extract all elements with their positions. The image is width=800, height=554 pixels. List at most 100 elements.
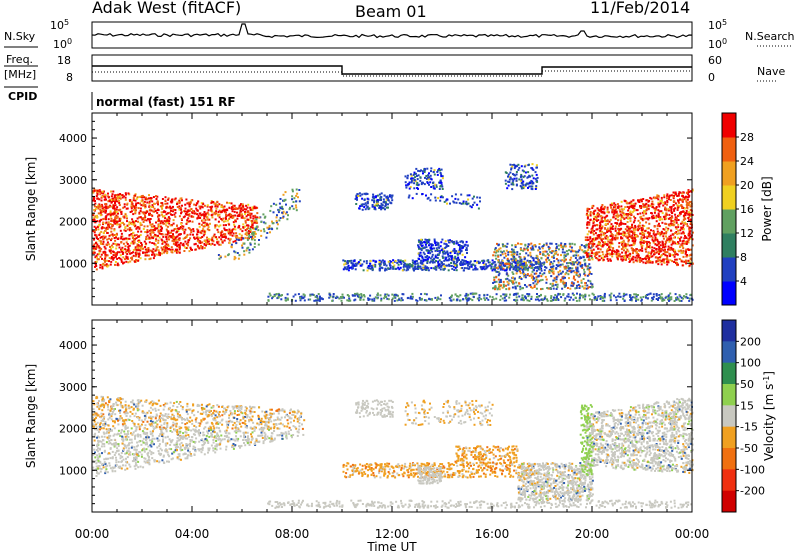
heatmap-cell: [670, 194, 673, 197]
heatmap-cell: [130, 207, 133, 210]
heatmap-cell: [632, 255, 635, 258]
heatmap-cell: [559, 278, 562, 281]
heatmap-cell: [217, 214, 220, 217]
heatmap-cell: [433, 173, 436, 176]
heatmap-cell: [659, 260, 662, 263]
heatmap-cell: [355, 196, 358, 199]
heatmap-cell: [613, 202, 616, 205]
heatmap-cell: [431, 258, 434, 261]
heatmap-cell: [545, 242, 548, 245]
heatmap-cell: [113, 234, 116, 236]
heatmap-cell: [522, 249, 525, 252]
heatmap-cell: [105, 205, 107, 208]
heatmap-cell: [505, 249, 508, 252]
heatmap-cell: [125, 248, 128, 251]
heatmap-cell: [631, 223, 634, 226]
heatmap-cell: [106, 232, 109, 234]
heatmap-cell: [179, 233, 182, 236]
heatmap-cell: [383, 200, 386, 203]
heatmap-cell: [535, 272, 538, 275]
heatmap-cell: [637, 227, 639, 230]
heatmap-cell: [647, 204, 650, 207]
heatmap-cell: [138, 241, 141, 243]
heatmap-cell: [546, 287, 549, 289]
heatmap-cell: [666, 263, 669, 266]
heatmap-cell: [223, 209, 226, 212]
heatmap-cell: [623, 249, 625, 252]
heatmap-cell: [575, 261, 578, 264]
heatmap-cell: [646, 237, 649, 239]
heatmap-cell: [98, 232, 101, 235]
heatmap-cell: [630, 244, 633, 247]
heatmap-cell: [641, 229, 643, 232]
heatmap-cell: [131, 237, 134, 240]
heatmap-cell: [425, 175, 428, 177]
heatmap-cell: [595, 237, 598, 240]
heatmap-cell: [363, 203, 365, 206]
heatmap-cell: [687, 213, 690, 216]
heatmap-cell: [522, 184, 525, 187]
heatmap-cell: [248, 234, 251, 237]
heatmap-cell: [486, 259, 489, 262]
heatmap-cell: [548, 259, 551, 262]
heatmap-cell: [669, 206, 672, 209]
heatmap-cell: [631, 258, 634, 261]
heatmap-cell: [209, 238, 212, 241]
heatmap-cell: [430, 170, 432, 173]
heatmap-cell: [650, 255, 653, 258]
heatmap-cell: [219, 243, 222, 246]
heatmap-cell: [433, 187, 436, 190]
heatmap-cell: [589, 219, 592, 222]
heatmap-cell: [423, 171, 426, 173]
heatmap-cell: [562, 280, 565, 283]
heatmap-cell: [200, 223, 203, 226]
heatmap-cell: [230, 245, 233, 248]
heatmap-cell: [609, 227, 612, 230]
heatmap-cell: [497, 255, 500, 258]
heatmap-cell: [445, 259, 448, 262]
heatmap-cell: [291, 188, 294, 191]
heatmap-cell: [645, 206, 648, 209]
heatmap-cell: [242, 223, 245, 226]
heatmap-cell: [385, 264, 388, 267]
heatmap-cell: [256, 225, 259, 228]
heatmap-cell: [470, 206, 473, 209]
heatmap-cell: [623, 213, 626, 216]
heatmap-cell: [497, 271, 500, 273]
heatmap-cell: [545, 266, 548, 269]
heatmap-cell: [147, 218, 149, 221]
heatmap-cell: [361, 204, 363, 207]
heatmap-cell: [483, 265, 486, 268]
heatmap-cell: [491, 259, 494, 262]
heatmap-cell: [140, 242, 143, 244]
heatmap-cell: [255, 218, 258, 221]
heatmap-cell: [671, 212, 673, 215]
heatmap-cell: [682, 260, 685, 263]
heatmap-cell: [221, 241, 224, 244]
heatmap-cell: [555, 278, 558, 281]
heatmap-cell: [440, 181, 443, 184]
heatmap-cell: [135, 227, 138, 230]
heatmap-cell: [202, 225, 205, 228]
heatmap-cell: [218, 243, 221, 246]
heatmap-cell: [277, 208, 280, 211]
heatmap-cell: [547, 245, 550, 248]
heatmap-cell: [130, 210, 133, 213]
heatmap-cell: [225, 213, 227, 216]
heatmap-cell: [559, 280, 562, 283]
heatmap-cell: [515, 272, 518, 275]
heatmap-cell: [157, 215, 160, 218]
heatmap-cell: [534, 177, 537, 180]
heatmap-cell: [511, 164, 514, 167]
heatmap-cell: [462, 269, 465, 272]
heatmap-cell: [154, 249, 157, 252]
heatmap-cell: [539, 262, 542, 265]
heatmap-cell: [282, 210, 285, 213]
heatmap-cell: [427, 196, 430, 199]
heatmap-cell: [678, 237, 681, 240]
heatmap-cell: [422, 172, 424, 175]
heatmap-cell: [120, 259, 123, 262]
heatmap-cell: [430, 247, 433, 250]
heatmap-cell: [644, 248, 647, 251]
heatmap-cell: [670, 205, 673, 208]
